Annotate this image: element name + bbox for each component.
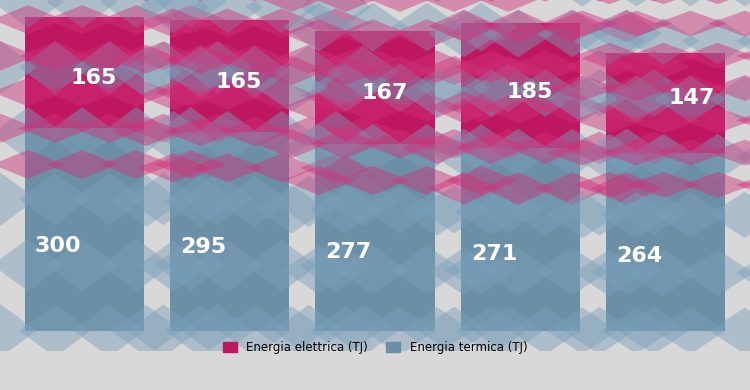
Bar	[170, 132, 290, 331]
Bar	[170, 132, 290, 331]
Bar	[606, 53, 725, 152]
Bar	[170, 20, 290, 132]
Bar	[460, 23, 580, 148]
Bar	[460, 23, 580, 148]
Text: 264: 264	[616, 246, 662, 266]
Legend: Energia elettrica (TJ), Energia termica (TJ): Energia elettrica (TJ), Energia termica …	[218, 337, 532, 359]
Bar	[606, 53, 725, 152]
Bar	[460, 148, 580, 331]
Bar	[606, 152, 725, 331]
Text: 167: 167	[362, 83, 408, 103]
Text: 300: 300	[34, 236, 82, 256]
Bar	[606, 152, 725, 331]
Bar	[25, 128, 144, 331]
Bar	[316, 31, 434, 144]
Text: 271: 271	[471, 244, 518, 264]
Text: 185: 185	[507, 82, 553, 102]
Bar	[460, 148, 580, 331]
Text: 277: 277	[326, 242, 372, 262]
Bar	[25, 128, 144, 331]
Bar	[316, 31, 434, 144]
Text: 165: 165	[70, 68, 117, 88]
Bar	[316, 144, 434, 331]
Bar	[316, 144, 434, 331]
Bar	[25, 17, 144, 128]
Bar	[170, 20, 290, 132]
Text: 165: 165	[216, 71, 262, 92]
Bar	[25, 17, 144, 128]
Text: 147: 147	[669, 88, 715, 108]
Text: 295: 295	[180, 237, 226, 257]
